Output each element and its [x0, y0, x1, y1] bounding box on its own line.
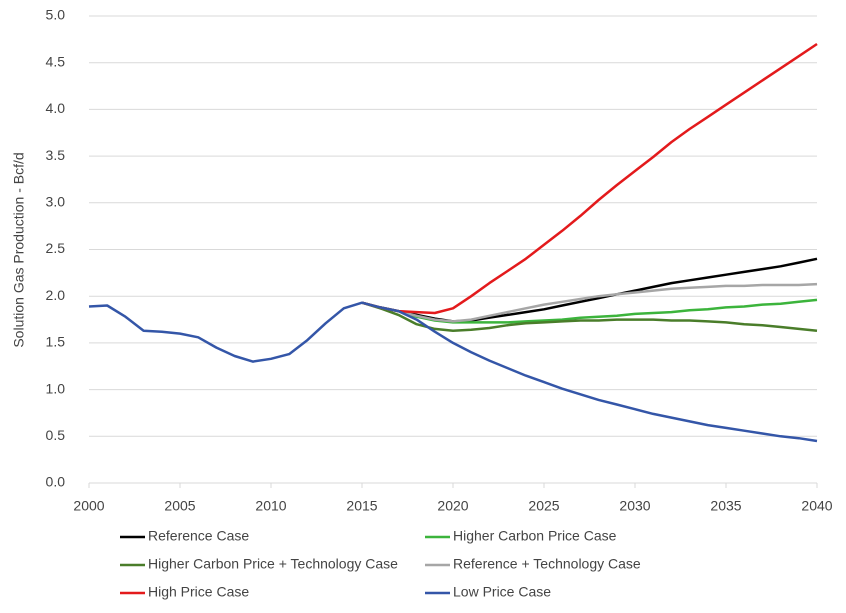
series-line	[361, 42, 818, 315]
legend-label: Reference + Technology Case	[453, 556, 641, 572]
y-tick-label: 3.0	[46, 194, 66, 210]
y-tick-label: 0.5	[46, 427, 66, 443]
y-axis-label: Solution Gas Production - Bcf/d	[11, 152, 27, 347]
series-line	[361, 301, 818, 333]
legend-label: Higher Carbon Price Case	[453, 528, 617, 544]
y-tick-label: 4.0	[46, 100, 66, 116]
series-line	[88, 301, 818, 443]
y-tick-label: 3.5	[46, 147, 66, 163]
x-tick-label: 2015	[346, 498, 377, 514]
y-tick-label: 2.5	[46, 240, 66, 256]
x-tick-label: 2035	[710, 498, 741, 514]
y-tick-label: 0.0	[46, 474, 66, 490]
y-tick-label: 4.5	[46, 53, 66, 69]
y-tick-label: 2.0	[46, 287, 66, 303]
x-tick-label: 2005	[164, 498, 195, 514]
x-tick-label: 2040	[801, 498, 832, 514]
legend-label: Higher Carbon Price + Technology Case	[148, 556, 398, 572]
y-tick-label: 1.5	[46, 334, 66, 350]
x-tick-label: 2020	[437, 498, 468, 514]
y-tick-label: 5.0	[46, 7, 66, 23]
x-tick-label: 2010	[255, 498, 286, 514]
legend-label: Low Price Case	[453, 584, 551, 600]
y-tick-label: 1.0	[46, 380, 66, 396]
x-tick-label: 2025	[528, 498, 559, 514]
x-tick-label: 2030	[619, 498, 650, 514]
series-line	[361, 282, 818, 323]
x-tick-label: 2000	[73, 498, 104, 514]
legend-label: Reference Case	[148, 528, 249, 544]
legend-label: High Price Case	[148, 584, 249, 600]
